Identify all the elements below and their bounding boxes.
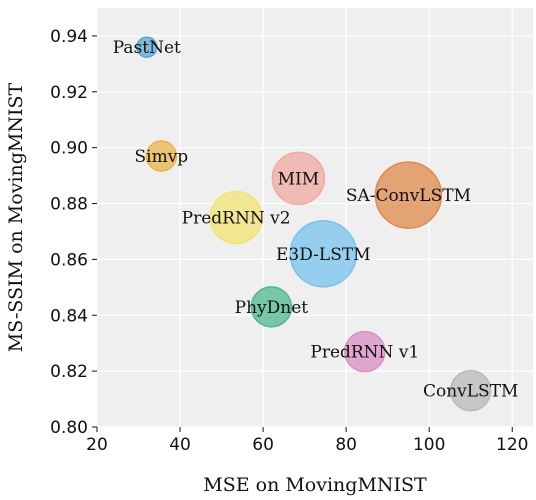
x-tick-label: 80 (335, 435, 357, 455)
bubble-sa-convlstm (374, 161, 443, 229)
bubble-predrnn-v1 (344, 330, 386, 373)
bubble-predrnn-v2 (209, 190, 263, 245)
plot-area (97, 8, 533, 427)
bubble-mim (271, 151, 326, 206)
bubble-convlstm (449, 369, 492, 412)
bubble-label: PredRNN v1 (310, 343, 419, 363)
bubble-label: PastNet (113, 38, 181, 58)
y-axis-label: MS-SSIM on MovingMNIST (5, 82, 27, 352)
y-tick-label: 0.84 (50, 306, 88, 326)
bubble-label: SA-ConvLSTM (346, 186, 471, 206)
y-tick-label: 0.80 (50, 418, 88, 438)
bubble-label: PredRNN v2 (182, 209, 291, 229)
bubble-phydnet (250, 286, 293, 328)
bubble-labels: PastNet Simvp MIM SA-ConvLSTM PredRNN v2 E3D-… (113, 38, 519, 402)
x-axis-ticks: 20 40 60 80 100 120 (86, 427, 528, 455)
bubble-label: E3D-LSTM (276, 245, 371, 265)
bubble-label: ConvLSTM (423, 382, 518, 402)
y-tick-label: 0.94 (50, 27, 88, 47)
bubbles (136, 36, 492, 412)
bubble-simvp (145, 140, 178, 172)
bubble-label: Simvp (135, 147, 189, 167)
bubble-pastnet (136, 36, 158, 58)
bubble-label: MIM (278, 169, 320, 189)
x-tick-label: 60 (252, 435, 274, 455)
y-tick-label: 0.92 (50, 83, 88, 103)
y-tick-label: 0.88 (50, 195, 88, 215)
y-axis-ticks: 0.80 0.82 0.84 0.86 0.88 0.90 0.92 0.94 (50, 27, 97, 438)
x-tick-label: 120 (496, 435, 528, 455)
x-tick-label: 100 (413, 435, 445, 455)
x-tick-label: 40 (169, 435, 191, 455)
y-tick-label: 0.90 (50, 139, 88, 159)
y-tick-label: 0.82 (50, 362, 88, 382)
y-tick-label: 0.86 (50, 250, 88, 270)
x-axis-label: MSE on MovingMNIST (203, 474, 427, 496)
x-tick-label: 20 (86, 435, 108, 455)
bubble-e3d-lstm (289, 220, 358, 288)
bubble-label: PhyDnet (235, 298, 309, 318)
